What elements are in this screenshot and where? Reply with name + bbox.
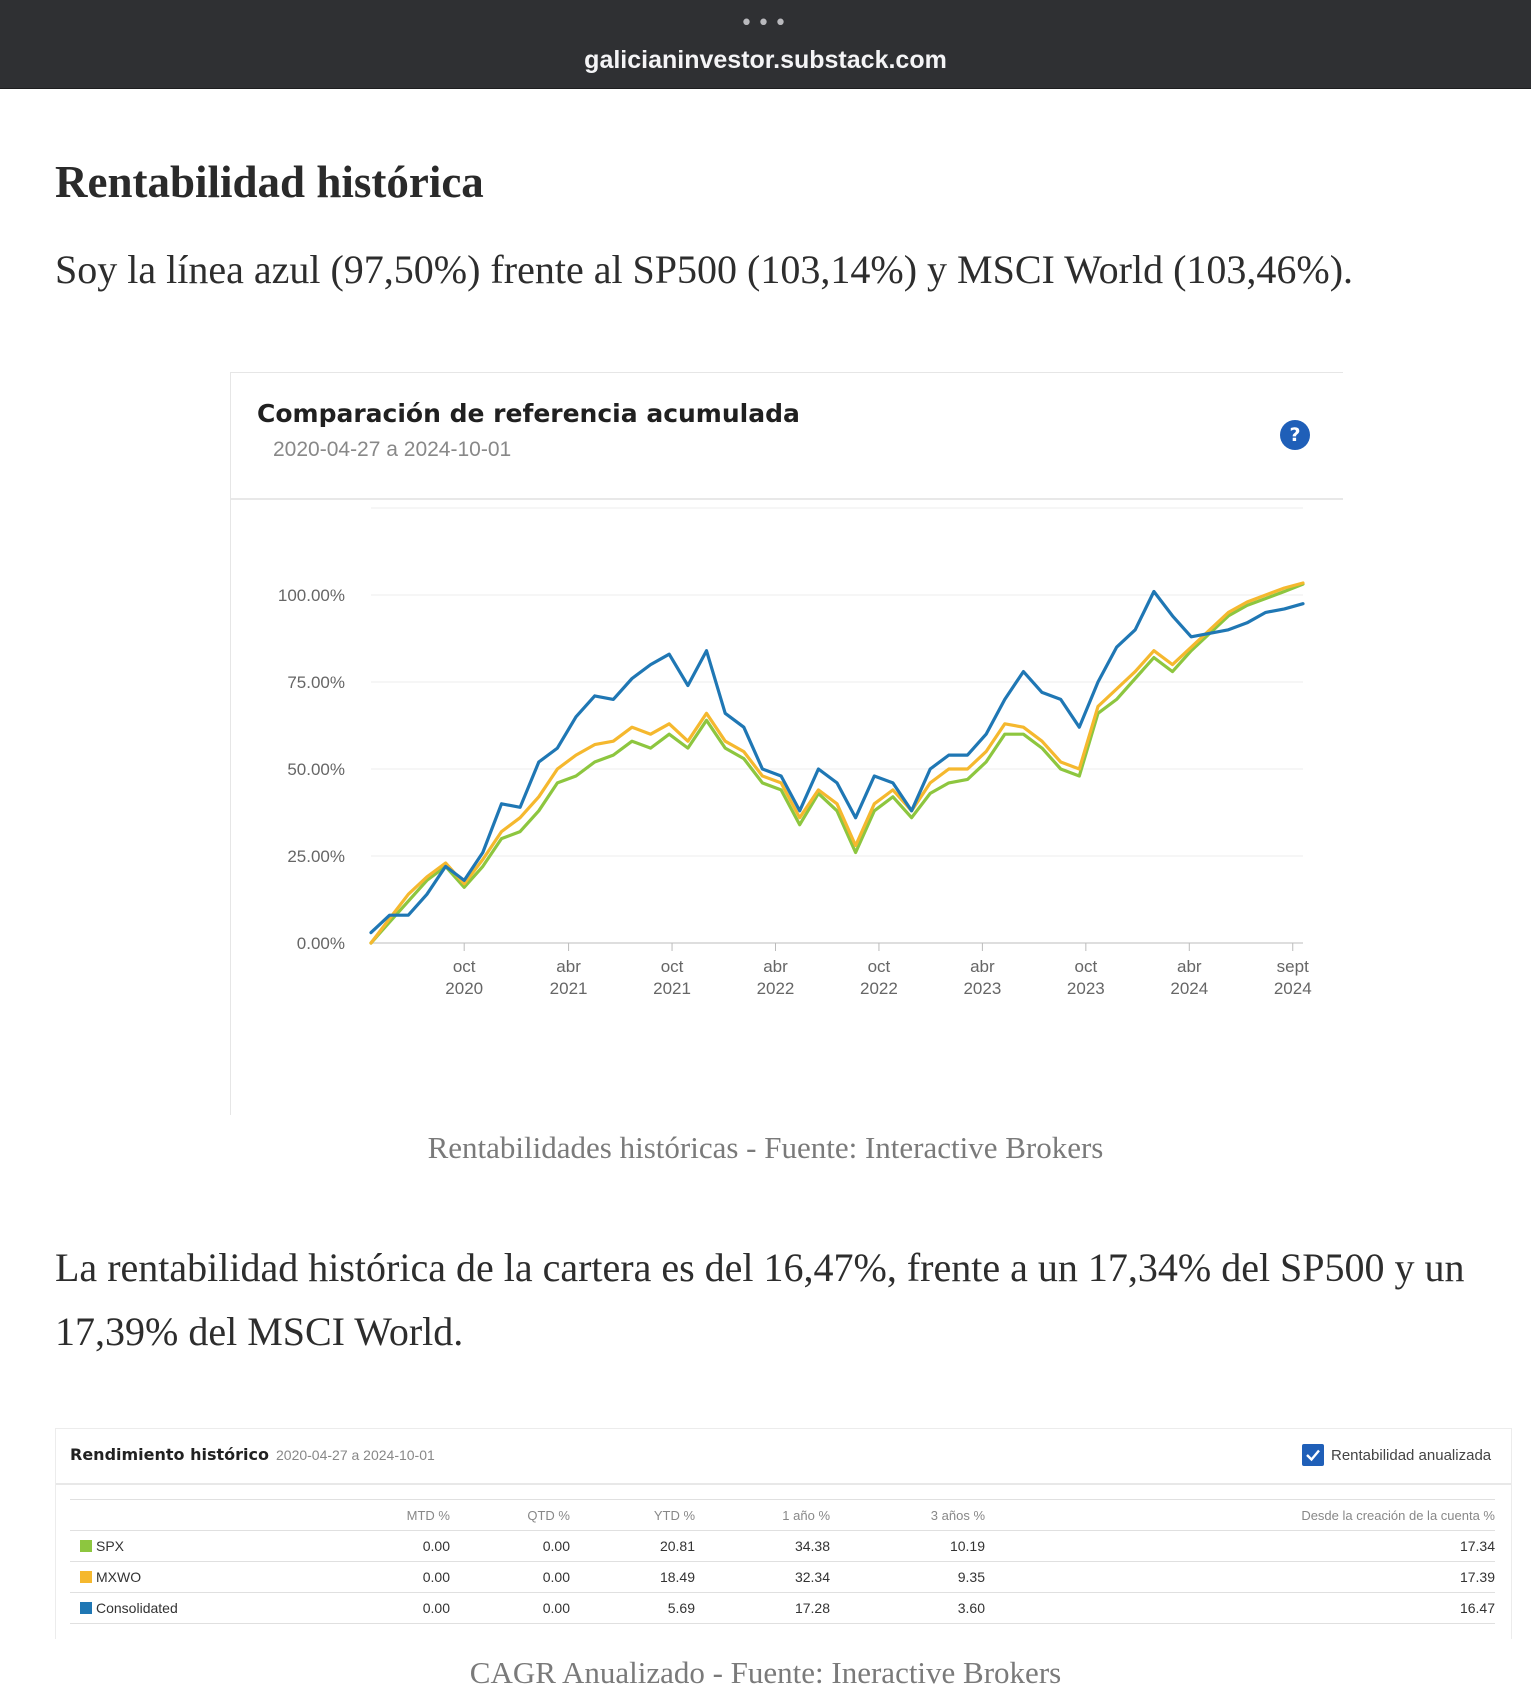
row-label: SPX <box>96 1538 125 1554</box>
x-tick-label: 2024 <box>1170 979 1208 998</box>
y-tick-label: 50.00% <box>287 760 345 779</box>
x-tick-label: sept <box>1277 957 1309 976</box>
chart-date-range: 2020-04-27 a 2024-10-01 <box>273 438 512 461</box>
chart-caption: Rentabilidades históricas - Fuente: Inte… <box>427 1130 1104 1165</box>
performance-table: MTD % QTD % YTD % 1 año % 3 años % Desde… <box>70 1499 1495 1624</box>
table-cell: 0.00 <box>450 1592 570 1624</box>
series-line-mxwo <box>369 581 1305 945</box>
series-line-consolidated <box>369 589 1305 935</box>
x-tick-label: 2024 <box>1274 979 1312 998</box>
help-icon[interactable]: ? <box>1280 420 1310 450</box>
x-tick-label: abr <box>1177 957 1202 976</box>
table-cell: 3.60 <box>830 1592 985 1624</box>
table-cell: 0.00 <box>450 1530 570 1562</box>
table-cell: 18.49 <box>570 1561 695 1593</box>
paragraph-returns: La rentabilidad histórica de la cartera … <box>55 1245 1465 1354</box>
more-options-icon[interactable]: ••• <box>740 11 791 36</box>
line-chart: 0.00% 25.00% 50.00% 75.00% 100.00% oct 2020 abr… <box>278 507 1312 998</box>
table-cell: 17.39 <box>985 1561 1495 1593</box>
chart-header: Comparación de referencia acumulada 2020… <box>231 373 1343 500</box>
x-tick-label: 2020 <box>445 979 483 998</box>
x-tick-label: oct <box>661 957 684 976</box>
table-cell: 0.00 <box>350 1592 450 1624</box>
browser-top-bar: ••• galicianinvestor.substack.com <box>0 0 1531 89</box>
x-tick-label: oct <box>453 957 476 976</box>
x-tick-label: abr <box>970 957 995 976</box>
y-tick-label: 0.00% <box>297 934 345 953</box>
chart-figure: Comparación de referencia acumulada 2020… <box>230 372 1343 1115</box>
url-label[interactable]: galicianinvestor.substack.com <box>584 46 947 74</box>
legend-swatch <box>80 1602 92 1614</box>
table-cell: 0.00 <box>350 1561 450 1593</box>
checkmark-icon <box>1306 1449 1320 1462</box>
column-header <box>70 1499 350 1531</box>
column-header: 1 año % <box>695 1499 830 1531</box>
y-tick-label: 100.00% <box>278 586 345 605</box>
performance-title: Rendimiento histórico <box>70 1445 269 1464</box>
x-tick-label: 2022 <box>757 979 795 998</box>
x-tick-label: abr <box>763 957 788 976</box>
table-cell: 32.34 <box>695 1561 830 1593</box>
chart-title: Comparación de referencia acumulada <box>257 399 800 428</box>
performance-table-figure: Rendimiento histórico 2020-04-27 a 2024-… <box>55 1428 1512 1639</box>
y-tick-label: 25.00% <box>287 847 345 866</box>
annualized-checkbox[interactable] <box>1302 1444 1324 1466</box>
section-heading: Rentabilidad histórica <box>55 157 484 207</box>
table-cell: 0.00 <box>350 1530 450 1562</box>
table-header-row: MTD % QTD % YTD % 1 año % 3 años % Desde… <box>70 1499 1495 1531</box>
table-row: SPX 0.00 0.00 20.81 34.38 10.19 17.34 <box>70 1530 1495 1562</box>
column-header: Desde la creación de la cuenta % <box>985 1499 1495 1531</box>
table-cell: 20.81 <box>570 1530 695 1562</box>
x-tick-label: oct <box>868 957 891 976</box>
x-tick-label: 2022 <box>860 979 898 998</box>
legend-swatch <box>80 1571 92 1583</box>
performance-date-range: 2020-04-27 a 2024-10-01 <box>276 1447 435 1463</box>
performance-header: Rendimiento histórico 2020-04-27 a 2024-… <box>56 1429 1511 1485</box>
table-cell: 0.00 <box>450 1561 570 1593</box>
table-caption: CAGR Anualizado - Fuente: Ineractive Bro… <box>469 1655 1062 1690</box>
paragraph-intro: Soy la línea azul (97,50%) frente al SP5… <box>55 247 1354 292</box>
table-cell: 16.47 <box>985 1592 1495 1624</box>
column-header: YTD % <box>570 1499 695 1531</box>
column-header: 3 años % <box>830 1499 985 1531</box>
x-tick-label: 2021 <box>653 979 691 998</box>
row-label: MXWO <box>96 1569 142 1585</box>
row-label: Consolidated <box>96 1600 178 1616</box>
table-cell: 34.38 <box>695 1530 830 1562</box>
legend-swatch <box>80 1540 92 1552</box>
x-tick-label: oct <box>1075 957 1098 976</box>
x-tick-label: 2023 <box>963 979 1001 998</box>
table-row: Consolidated 0.00 0.00 5.69 17.28 3.60 1… <box>70 1592 1495 1624</box>
series-line-spx <box>369 582 1305 945</box>
x-tick-label: 2023 <box>1067 979 1105 998</box>
x-tick-label: 2021 <box>550 979 588 998</box>
y-tick-label: 75.00% <box>287 673 345 692</box>
table-row: MXWO 0.00 0.00 18.49 32.34 9.35 17.39 <box>70 1561 1495 1593</box>
table-cell: 9.35 <box>830 1561 985 1593</box>
table-cell: 5.69 <box>570 1592 695 1624</box>
table-cell: 17.28 <box>695 1592 830 1624</box>
x-tick-label: abr <box>556 957 581 976</box>
annualized-checkbox-label[interactable]: Rentabilidad anualizada <box>1331 1447 1492 1464</box>
table-cell: 17.34 <box>985 1530 1495 1562</box>
column-header: QTD % <box>450 1499 570 1531</box>
table-cell: 10.19 <box>830 1530 985 1562</box>
column-header: MTD % <box>350 1499 450 1531</box>
